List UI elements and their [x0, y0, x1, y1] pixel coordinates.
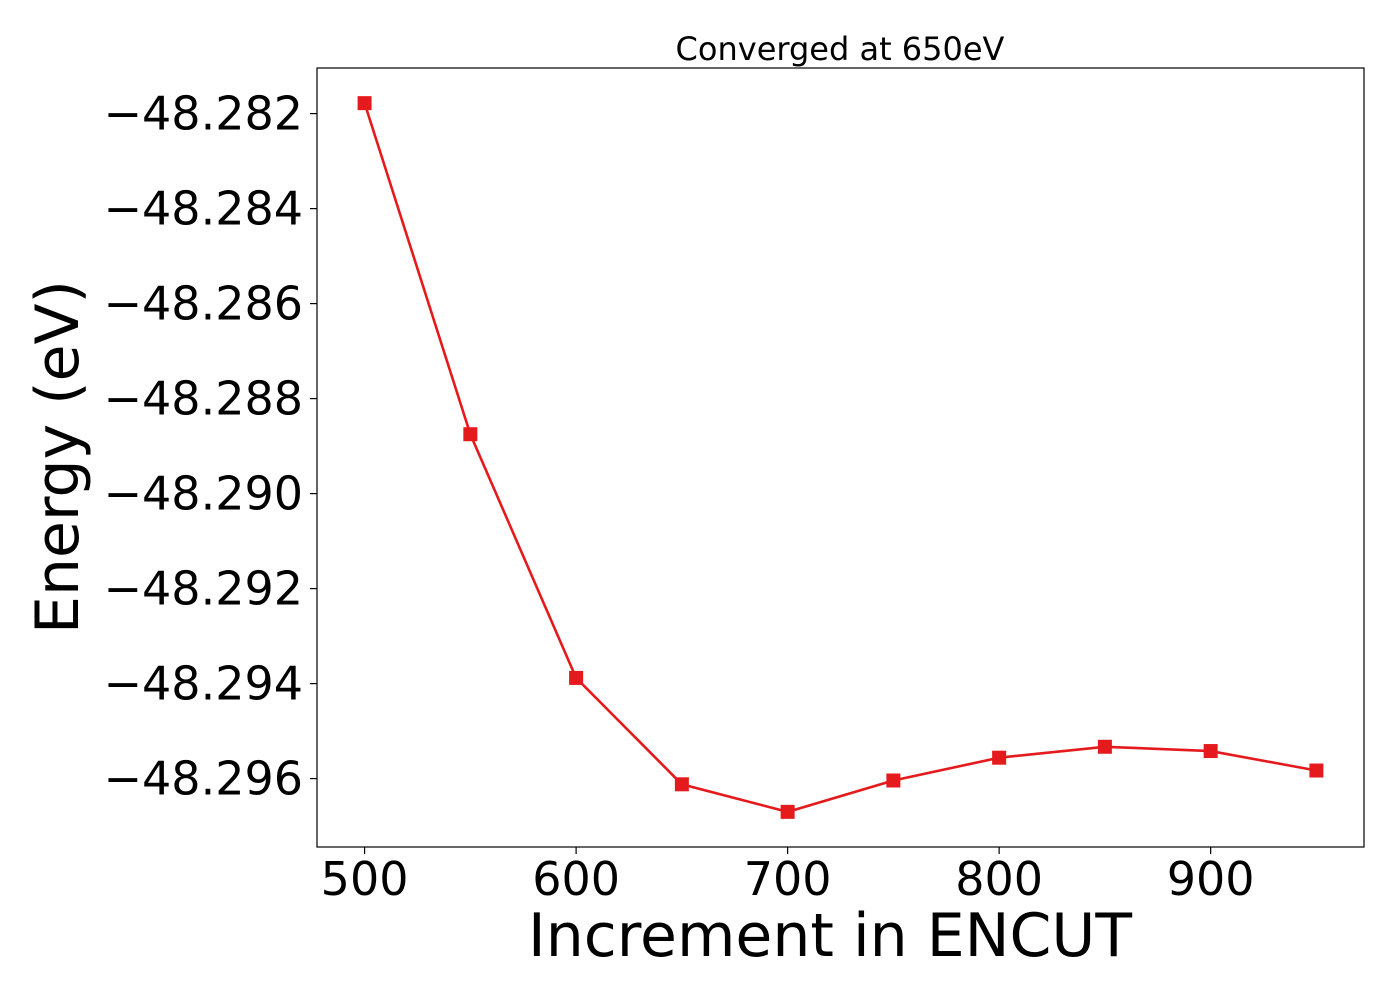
ticks: 500 600 700 800 900 −48.282 −48.284 −48.286 −48.… [104, 87, 1255, 906]
x-tick-label: 800 [955, 852, 1043, 906]
y-tick-label: −48.288 [104, 372, 304, 426]
data-point [886, 773, 901, 788]
data-point [1309, 763, 1324, 778]
data-point [569, 670, 584, 685]
series-line [363, 102, 1317, 814]
x-tick-label: 500 [321, 852, 409, 906]
y-tick-label: −48.282 [104, 87, 304, 141]
chart-title: Converged at 650eV [676, 30, 1005, 68]
x-tick-label: 700 [744, 852, 832, 906]
data-point [1097, 739, 1112, 754]
x-tick-label: 600 [532, 852, 620, 906]
x-axis-label: Increment in ENCUT [528, 901, 1132, 971]
y-tick-label: −48.294 [104, 657, 304, 711]
y-tick-label: −48.292 [104, 562, 304, 616]
data-point [357, 96, 372, 111]
plot-frame [316, 67, 1365, 848]
series [357, 96, 1324, 819]
data-point [463, 427, 478, 442]
data-point [780, 804, 795, 819]
y-tick-label: −48.296 [104, 752, 304, 806]
data-point [992, 750, 1007, 765]
y-axis-label: Energy (eV) [23, 280, 93, 634]
x-tick-label: 900 [1167, 852, 1255, 906]
data-point [674, 777, 689, 792]
data-point [1203, 744, 1218, 759]
y-tick-label: −48.290 [104, 467, 304, 521]
y-tick-label: −48.286 [104, 277, 304, 331]
y-tick-label: −48.284 [104, 182, 304, 236]
